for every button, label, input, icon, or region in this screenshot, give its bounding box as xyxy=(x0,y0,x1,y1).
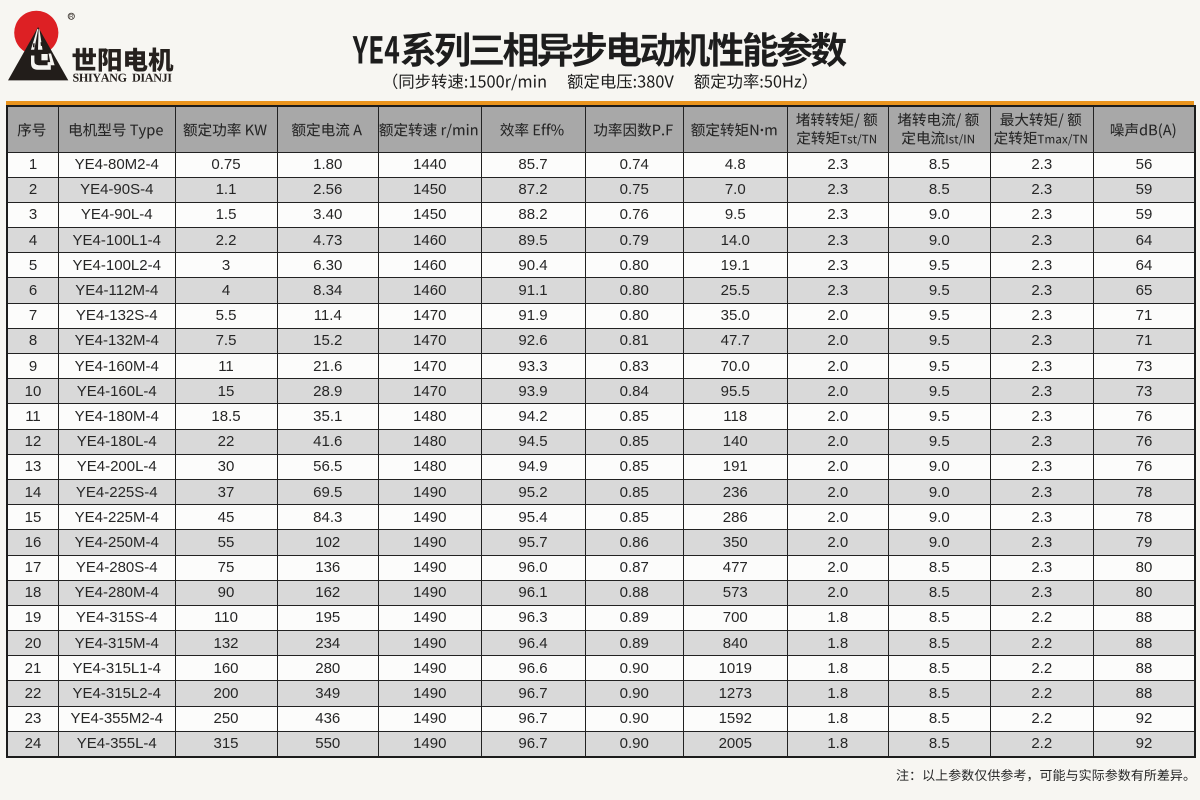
svg-text:R: R xyxy=(69,14,74,21)
